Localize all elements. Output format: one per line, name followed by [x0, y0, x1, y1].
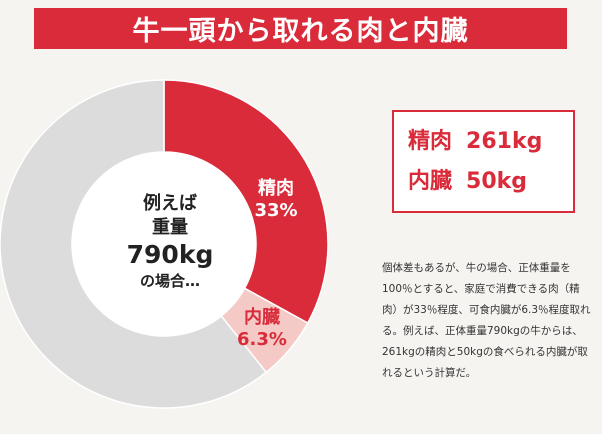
summary-offal-value: 50kg	[466, 169, 528, 194]
summary-row-meat: 精肉 261kg	[408, 122, 559, 162]
center-line-2: 重量	[152, 217, 188, 238]
slice-label-offal: 内臓 6.3%	[222, 307, 302, 351]
summary-row-offal: 内臓 50kg	[408, 162, 559, 202]
title-banner: 牛一頭から取れる肉と内臓	[34, 8, 567, 49]
slice-label-meat-name: 精肉	[258, 178, 294, 199]
slice-label-offal-name: 内臓	[244, 307, 280, 328]
chart-center-label: 例えば 重量 790kg の場合…	[110, 192, 230, 292]
donut-hole	[72, 152, 256, 336]
center-line-4: の場合…	[139, 272, 200, 290]
summary-offal-name: 内臓	[408, 169, 453, 194]
summary-meat-name: 精肉	[408, 129, 453, 154]
page-title: 牛一頭から取れる肉と内臓	[132, 16, 469, 47]
center-weight: 790kg	[126, 240, 214, 269]
slice-label-meat-percent: 33%	[254, 200, 298, 221]
summary-meat-value: 261kg	[466, 129, 543, 154]
description-text: 個体差もあるが、牛の場合、正体重量を100％とすると、家庭で消費できる肉（精肉）…	[382, 262, 591, 379]
center-line-1: 例えば	[143, 193, 197, 214]
slice-label-meat: 精肉 33%	[236, 178, 316, 222]
slice-label-offal-percent: 6.3%	[237, 329, 287, 350]
summary-box: 精肉 261kg 内臓 50kg	[392, 110, 575, 213]
